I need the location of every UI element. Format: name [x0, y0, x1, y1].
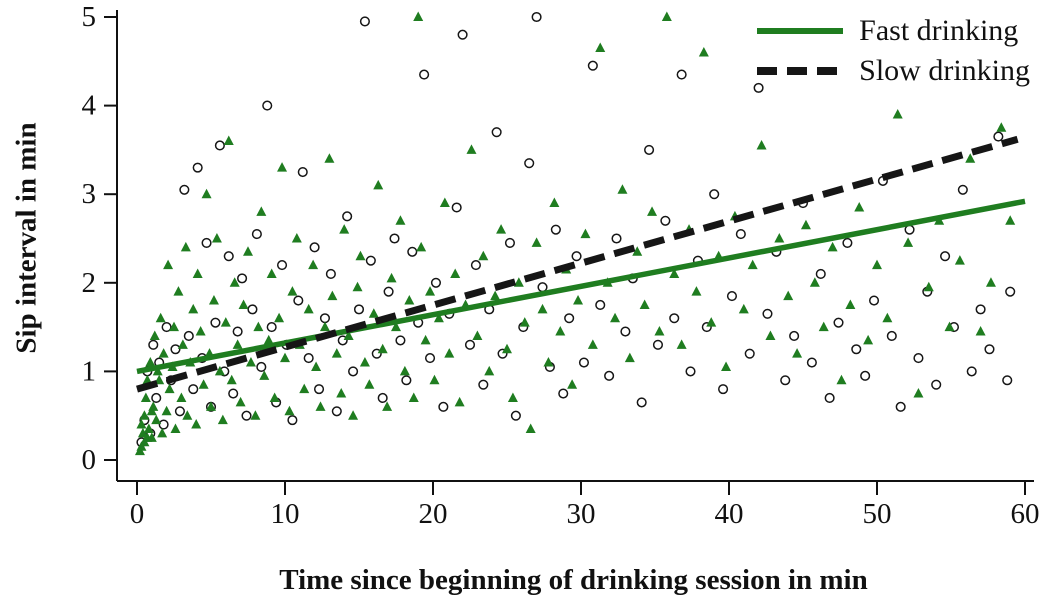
- fast-drinking-line-sample-icon: [757, 28, 844, 34]
- svg-text:3: 3: [82, 178, 97, 210]
- legend-item-fast-drinking: Fast drinking: [757, 16, 1030, 46]
- svg-text:20: 20: [419, 498, 448, 530]
- svg-text:0: 0: [82, 444, 97, 476]
- svg-text:30: 30: [567, 498, 596, 530]
- y-axis-title: Sip interval in min: [10, 122, 43, 354]
- svg-text:4: 4: [82, 90, 97, 122]
- x-axis-title: Time since beginning of drinking session…: [279, 564, 868, 596]
- legend: Fast drinking Slow drinking: [757, 16, 1030, 86]
- svg-text:60: 60: [1011, 498, 1040, 530]
- svg-text:1: 1: [82, 355, 97, 387]
- svg-text:0: 0: [130, 498, 145, 530]
- svg-text:50: 50: [863, 498, 892, 530]
- svg-text:40: 40: [715, 498, 744, 530]
- slow-drinking-line-sample-icon: [757, 67, 844, 75]
- legend-label-fast-drinking: Fast drinking: [859, 14, 1019, 47]
- svg-text:2: 2: [82, 267, 97, 299]
- legend-label-slow-drinking: Slow drinking: [859, 54, 1030, 87]
- svg-text:5: 5: [82, 1, 97, 33]
- svg-text:10: 10: [271, 498, 300, 530]
- legend-item-slow-drinking: Slow drinking: [757, 56, 1030, 86]
